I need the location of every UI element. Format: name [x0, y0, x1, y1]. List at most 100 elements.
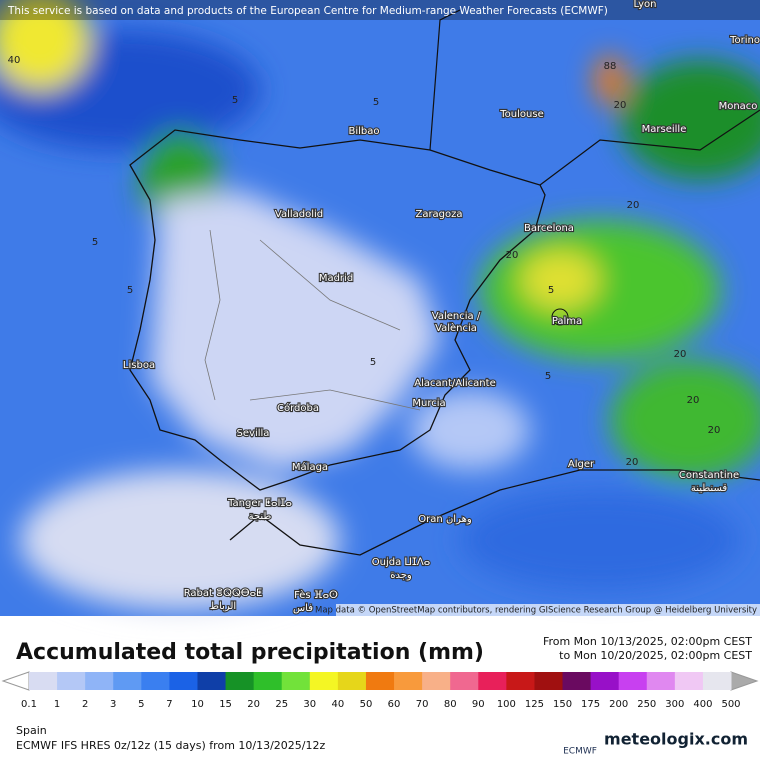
color-swatch: [113, 672, 142, 690]
color-swatch: [534, 672, 564, 690]
city-label: Tanger ⵟⴰⵏⵊⴰ: [227, 498, 292, 509]
color-swatch: [337, 672, 367, 690]
contour-label: 40: [8, 55, 21, 66]
legend-tick-label: 7: [166, 699, 172, 710]
color-swatch: [618, 672, 648, 690]
city-label: Rabat ⴻⵕⵕⴱⴰⵟ: [184, 588, 263, 599]
color-swatch: [646, 672, 676, 690]
contour-label: 5: [92, 237, 98, 248]
legend-tick-label: 100: [497, 699, 516, 710]
legend-tick-label: 150: [553, 699, 572, 710]
date-to: to Mon 10/20/2025, 02:00pm CEST: [559, 649, 752, 662]
legend-tick-label: 30: [303, 699, 316, 710]
ecmwf-logo: ECMWF: [563, 747, 597, 757]
contour-label: 5: [370, 357, 376, 368]
city-label: فاس: [293, 603, 313, 614]
color-swatch: [197, 672, 227, 690]
color-swatch: [506, 672, 535, 690]
color-swatch: [450, 672, 479, 690]
city-label: Bilbao: [348, 126, 379, 137]
color-swatch: [309, 672, 339, 690]
color-swatch: [562, 672, 592, 690]
legend-tick-label: 90: [472, 699, 485, 710]
legend-tick-label: 400: [693, 699, 712, 710]
color-swatch: [225, 672, 255, 690]
color-swatch: [281, 672, 311, 690]
color-swatch: [394, 672, 423, 690]
map-credit: Map data © OpenStreetMap contributors, r…: [315, 606, 757, 616]
legend-tick-label: 2: [82, 699, 88, 710]
city-label: Constantine: [679, 470, 739, 481]
date-from: From Mon 10/13/2025, 02:00pm CEST: [543, 635, 752, 648]
legend-tick-label: 25: [275, 699, 288, 710]
contour-label: 5: [127, 285, 133, 296]
legend-tick-label: 80: [444, 699, 457, 710]
legend-tick-label: 60: [388, 699, 401, 710]
color-swatch: [253, 672, 283, 690]
city-label: Córdoba: [277, 402, 319, 414]
city-label: Valencia /: [432, 311, 481, 322]
city-label: Palma: [552, 316, 582, 327]
legend-tick-label: 10: [191, 699, 204, 710]
color-swatch: [169, 672, 198, 690]
city-label: Murcia: [412, 398, 445, 409]
color-swatch: [29, 672, 58, 690]
city-label: طنجة: [249, 511, 272, 522]
color-swatch: [422, 672, 451, 690]
arrow-low: [1, 671, 30, 691]
legend-tick-label: 0.1: [21, 699, 37, 710]
city-label: Lyon: [633, 0, 656, 10]
city-label: Málaga: [292, 461, 328, 473]
legend: Accumulated total precipitation (mm) Fro…: [1, 635, 759, 710]
legend-tick-label: 250: [637, 699, 656, 710]
city-label: Valladolid: [275, 209, 323, 220]
legend-title: Accumulated total precipitation (mm): [16, 640, 484, 665]
city-label: وجدة: [390, 570, 412, 581]
city-label: València: [435, 322, 477, 334]
city-label: Sevilla: [237, 428, 270, 439]
color-swatch: [85, 672, 114, 690]
color-swatch: [702, 672, 732, 690]
legend-tick-label: 125: [525, 699, 544, 710]
legend-tick-label: 50: [360, 699, 373, 710]
legend-tick-label: 300: [665, 699, 684, 710]
color-swatch: [365, 672, 395, 690]
city-label: قسنطينة: [691, 483, 728, 494]
legend-tick-label: 500: [721, 699, 740, 710]
contour-label: 5: [232, 95, 238, 106]
legend-tick-label: 175: [581, 699, 600, 710]
legend-tick-label: 1: [54, 699, 60, 710]
city-label: Zaragoza: [415, 209, 462, 220]
city-label: Lisboa: [123, 360, 155, 371]
arrow-high: [730, 671, 759, 691]
brand-logo: meteologix.com: [604, 730, 748, 749]
legend-tick-label: 40: [332, 699, 345, 710]
city-label: Toulouse: [499, 109, 543, 120]
model: ECMWF IFS HRES 0z/12z (15 days) from 10/…: [16, 739, 326, 752]
contour-label: 20: [614, 100, 627, 111]
region: Spain: [16, 724, 47, 737]
legend-tick-label: 70: [416, 699, 429, 710]
city-label: Torino: [729, 35, 760, 46]
contour-label: 20: [506, 250, 519, 261]
city-label: Madrid: [319, 273, 353, 284]
attribution: This service is based on data and produc…: [7, 5, 608, 17]
contour-label: 20: [674, 349, 687, 360]
contour-label: 88: [604, 61, 617, 72]
city-label: Alger: [568, 459, 595, 470]
contour-label: 20: [626, 457, 639, 468]
city-label: الرباط: [210, 601, 236, 612]
legend-tick-label: 200: [609, 699, 628, 710]
city-label: Barcelona: [524, 223, 574, 234]
contour-label: 5: [548, 285, 554, 296]
color-swatch: [590, 672, 620, 690]
city-label: Marseille: [642, 124, 687, 135]
legend-tick-label: 3: [110, 699, 116, 710]
color-swatch: [141, 672, 170, 690]
color-swatch: [57, 672, 86, 690]
city-label: Fès ⴼⴰⵙ: [294, 589, 338, 601]
color-swatch: [674, 672, 704, 690]
city-label: Alacant/Alicante: [414, 378, 495, 389]
legend-tick-label: 20: [247, 699, 260, 710]
